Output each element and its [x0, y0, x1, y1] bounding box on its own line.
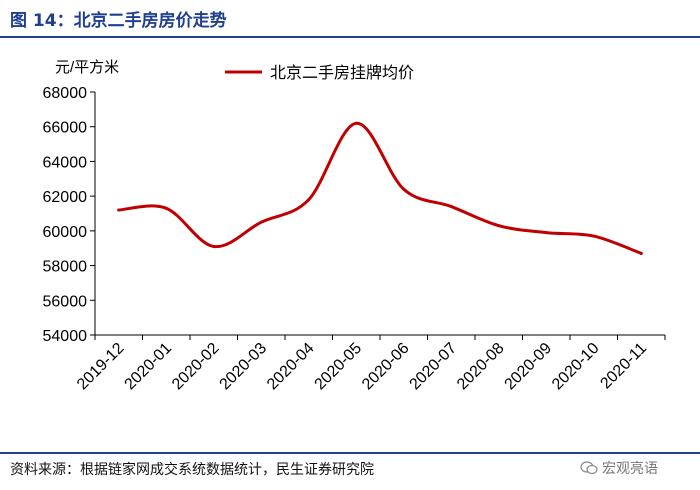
y-tick-label: 56000 [43, 293, 88, 310]
x-tick-label: 2020-11 [597, 340, 650, 393]
y-tick-label: 66000 [43, 120, 88, 137]
data-point-2020-03 [259, 220, 263, 224]
y-tick-label: 68000 [43, 85, 88, 102]
y-tick-label: 62000 [43, 189, 88, 206]
data-point-2019-12 [117, 208, 121, 212]
y-tick-label: 54000 [43, 328, 88, 345]
data-point-2020-06 [402, 187, 406, 191]
data-point-2020-11 [639, 251, 643, 255]
y-axis-label: 元/平方米 [55, 59, 119, 76]
source-note: 资料来源：根据链家网成交系统数据统计，民生证券研究院 [10, 462, 374, 478]
watermark: 宏观亮语 [580, 458, 658, 478]
x-tick-label: 2020-07 [407, 340, 461, 394]
figure-title: 图 14：北京二手房房价走势 [10, 11, 227, 31]
data-point-2020-04 [307, 198, 311, 202]
data-point-2020-05 [354, 121, 358, 125]
watermark-text: 宏观亮语 [602, 461, 658, 477]
series-points [117, 121, 643, 255]
data-point-2020-02 [212, 244, 216, 248]
data-point-2020-01 [164, 206, 168, 210]
y-tick-label: 64000 [43, 154, 88, 171]
line-chart: 元/平方米 北京二手房挂牌均价 54000 56000 58000 60000 6200… [43, 59, 666, 394]
x-tick-label: 2020-09 [502, 340, 556, 394]
legend-label: 北京二手房挂牌均价 [270, 64, 414, 82]
x-tick-label: 2020-02 [169, 340, 223, 394]
x-tick-label: 2020-01 [122, 340, 176, 394]
wechat-icon [580, 461, 598, 475]
legend: 北京二手房挂牌均价 [225, 64, 414, 82]
series-line-beijing-listing-price [117, 121, 643, 255]
x-tick-label: 2019-12 [74, 340, 128, 394]
y-tick-labels: 54000 56000 58000 60000 62000 64000 66000 68000 [43, 85, 88, 345]
x-tick-labels: 2019-122020-012020-022020-032020-042020-… [74, 340, 650, 394]
data-point-2020-10 [592, 234, 596, 238]
y-tick-label: 58000 [43, 259, 88, 276]
x-tick-label: 2020-03 [217, 340, 271, 394]
y-tick-label: 60000 [43, 224, 88, 241]
x-tick-label: 2020-04 [264, 340, 318, 394]
x-tick-label: 2020-10 [549, 340, 603, 394]
axes [90, 91, 666, 340]
data-point-2020-09 [544, 231, 548, 235]
title-divider [0, 36, 700, 38]
data-point-2020-08 [497, 224, 501, 228]
data-point-2020-07 [449, 205, 453, 209]
footer-divider [0, 452, 700, 454]
x-tick-label: 2020-08 [454, 340, 508, 394]
figure-header: 图 14：北京二手房房价走势 [0, 0, 700, 40]
x-tick-label: 2020-05 [312, 340, 366, 394]
x-tick-label: 2020-06 [359, 340, 413, 394]
